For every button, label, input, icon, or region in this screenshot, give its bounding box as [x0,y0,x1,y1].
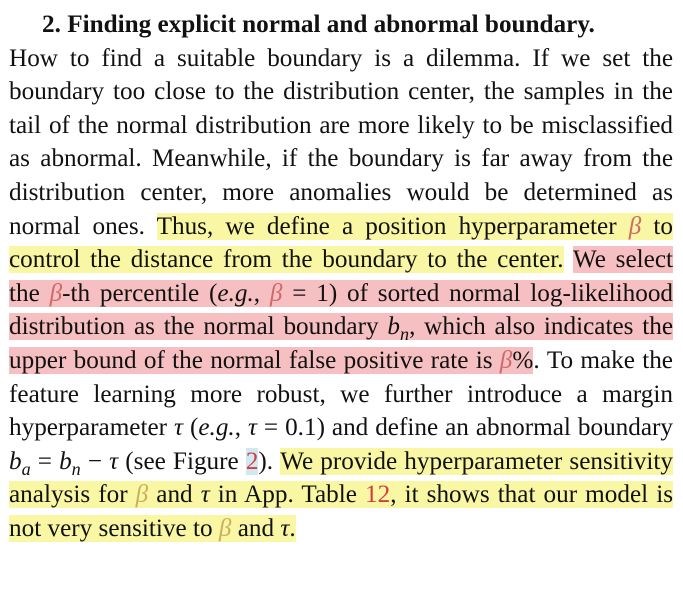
section-heading: 2. Finding explicit normal and abnormal … [42,11,595,38]
beta-symbol: β [628,212,642,240]
beta-symbol: β [269,279,283,307]
eg-text: e.g. [217,279,254,307]
beta-symbol: β [499,346,513,374]
b-symbol: b [387,313,400,341]
beta-symbol: β [218,514,232,542]
tau-symbol: τ [200,481,210,509]
b-symbol: b [59,447,72,475]
a-subscript: a [21,458,31,479]
n-subscript: n [71,458,81,479]
beta-symbol: β [49,279,63,307]
paper-excerpt: 2. Finding explicit normal and abnormal … [9,8,674,546]
tau-symbol: τ [173,414,183,442]
beta-symbol: β [135,481,149,509]
plain-text: How to find a suitable boundary is a dil… [9,44,673,240]
tau-symbol: τ [280,514,290,542]
tau-symbol: τ [109,447,119,475]
figure-ref-link[interactable]: 2 [245,447,259,475]
table-ref-link[interactable]: 12 [365,481,391,509]
eg-text: e.g. [198,414,235,442]
percent-sign: % [512,346,534,374]
b-symbol: b [9,447,22,475]
tau-symbol: τ [247,414,257,442]
body-paragraph: How to find a suitable boundary is a dil… [9,44,674,542]
n-subscript: n [400,324,410,345]
